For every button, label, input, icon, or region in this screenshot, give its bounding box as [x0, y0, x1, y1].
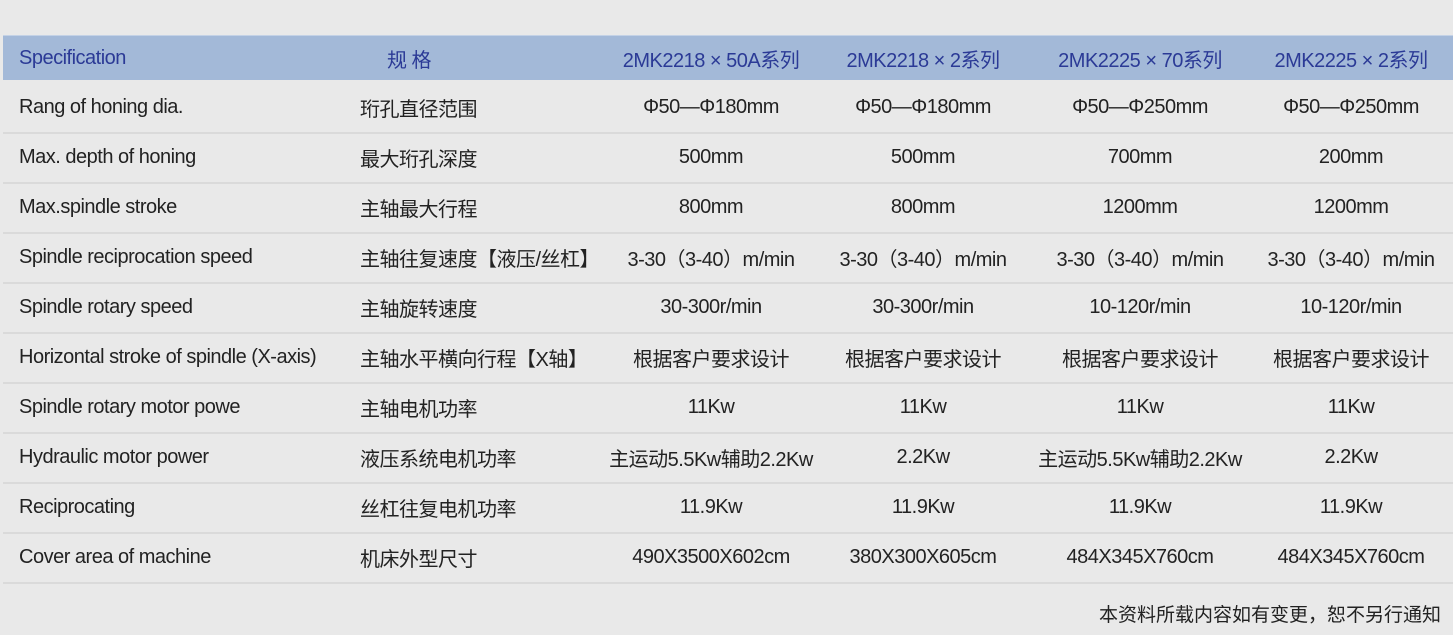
spec-cn: 主轴水平横向行程【X轴】 — [360, 348, 588, 371]
spec-en: Max.spindle stroke — [19, 195, 177, 218]
footnote: 本资料所载内容如有变更，恕不另行通知 — [1098, 605, 1441, 626]
table-row: Max.spindle stroke 主轴最大行程 800mm 800mm 1200mm… — [3, 182, 1453, 234]
value-model-4: 200mm — [1318, 145, 1384, 168]
value-model-1: 500mm — [678, 145, 744, 168]
header-model-3: 2MK2225 × 70系列 — [1058, 49, 1222, 72]
value-model-2: Φ50—Φ180mm — [855, 95, 991, 118]
spec-cn: 最大珩孔深度 — [360, 148, 478, 171]
value-model-4: 10-120r/min — [1300, 295, 1402, 318]
value-model-2: 11.9Kw — [891, 495, 955, 518]
spec-cn: 主轴最大行程 — [360, 198, 478, 221]
header-spec-cn: 规 格 — [387, 49, 432, 72]
value-model-1: 800mm — [678, 195, 744, 218]
value-model-2: 11Kw — [899, 395, 947, 418]
table-row: Reciprocating 丝杠往复电机功率 11.9Kw 11.9Kw 11.9Kw 1… — [3, 482, 1453, 534]
value-model-1: 根据客户要求设计 — [633, 348, 790, 371]
value-model-3: Φ50—Φ250mm — [1072, 95, 1208, 118]
table-row: Cover area of machine 机床外型尺寸 490X3500X602c… — [3, 532, 1453, 584]
value-model-2: 30-300r/min — [872, 295, 974, 318]
spec-en: Horizontal stroke of spindle (X-axis) — [19, 345, 317, 368]
spec-cn: 丝杠往复电机功率 — [360, 498, 517, 521]
value-model-4: 根据客户要求设计 — [1273, 348, 1430, 371]
value-model-4: 1200mm — [1313, 195, 1389, 218]
value-model-1: 主运动5.5Kw辅助2.2Kw — [609, 448, 813, 471]
value-model-3: 11Kw — [1116, 395, 1164, 418]
header-spec: Specification — [19, 46, 126, 69]
value-model-4: 11Kw — [1327, 395, 1375, 418]
value-model-1: 30-300r/min — [660, 295, 762, 318]
table-header: Specification 规 格 2MK2218 × 50A系列 2MK221… — [3, 35, 1453, 80]
table-row: Hydraulic motor power 液压系统电机功率 主运动5.5Kw辅助2… — [3, 432, 1453, 484]
value-model-1: 490X3500X602cm — [632, 545, 790, 568]
value-model-4: 11.9Kw — [1319, 495, 1383, 518]
value-model-4: 484X345X760cm — [1277, 545, 1425, 568]
value-model-3: 1200mm — [1102, 195, 1178, 218]
value-model-3: 700mm — [1107, 145, 1173, 168]
spec-en: Hydraulic motor power — [19, 445, 209, 468]
value-model-2: 500mm — [890, 145, 956, 168]
header-model-1: 2MK2218 × 50A系列 — [622, 49, 800, 72]
value-model-3: 主运动5.5Kw辅助2.2Kw — [1038, 448, 1242, 471]
value-model-1: Φ50—Φ180mm — [643, 95, 779, 118]
value-model-3: 10-120r/min — [1089, 295, 1191, 318]
table-row: Max. depth of honing 最大珩孔深度 500mm 500mm 700m… — [3, 132, 1453, 184]
value-model-2: 380X300X605cm — [849, 545, 997, 568]
value-model-2: 3-30（3-40）m/min — [839, 248, 1007, 271]
spec-cn: 液压系统电机功率 — [360, 448, 517, 471]
value-model-2: 2.2Kw — [896, 445, 950, 468]
spec-en: Cover area of machine — [19, 545, 211, 568]
spec-cn: 主轴电机功率 — [360, 398, 478, 421]
spec-cn: 主轴往复速度【液压/丝杠】 — [360, 248, 600, 271]
value-model-3: 11.9Kw — [1108, 495, 1172, 518]
value-model-4: 2.2Kw — [1324, 445, 1378, 468]
spec-en: Spindle rotary motor powe — [19, 395, 240, 418]
spec-en: Spindle rotary speed — [19, 295, 193, 318]
value-model-4: 3-30（3-40）m/min — [1267, 248, 1435, 271]
value-model-3: 3-30（3-40）m/min — [1056, 248, 1224, 271]
value-model-3: 根据客户要求设计 — [1062, 348, 1219, 371]
table-row: Rang of honing dia. 珩孔直径范围 Φ50—Φ180mm Φ50—Φ… — [3, 82, 1453, 134]
value-model-2: 根据客户要求设计 — [845, 348, 1002, 371]
value-model-2: 800mm — [890, 195, 956, 218]
table-row: Spindle rotary motor powe 主轴电机功率 11Kw 11Kw 1… — [3, 382, 1453, 434]
spec-en: Reciprocating — [19, 495, 135, 518]
table-row: Spindle rotary speed 主轴旋转速度 30-300r/min 30-… — [3, 282, 1453, 334]
table-row: Spindle reciprocation speed 主轴往复速度【液压/丝杠】… — [3, 232, 1453, 284]
value-model-3: 484X345X760cm — [1066, 545, 1214, 568]
header-model-2: 2MK2218 × 2系列 — [846, 49, 1000, 72]
header-model-4: 2MK2225 × 2系列 — [1274, 49, 1428, 72]
spec-en: Rang of honing dia. — [19, 95, 183, 118]
spec-en: Spindle reciprocation speed — [19, 245, 253, 268]
value-model-1: 3-30（3-40）m/min — [627, 248, 795, 271]
value-model-1: 11Kw — [687, 395, 735, 418]
value-model-4: Φ50—Φ250mm — [1283, 95, 1419, 118]
spec-en: Max. depth of honing — [19, 145, 196, 168]
spec-cn: 主轴旋转速度 — [360, 298, 478, 321]
value-model-1: 11.9Kw — [679, 495, 743, 518]
table-row: Horizontal stroke of spindle (X-axis) 主轴水… — [3, 332, 1453, 384]
spec-cn: 机床外型尺寸 — [360, 548, 478, 571]
spec-cn: 珩孔直径范围 — [360, 98, 478, 121]
